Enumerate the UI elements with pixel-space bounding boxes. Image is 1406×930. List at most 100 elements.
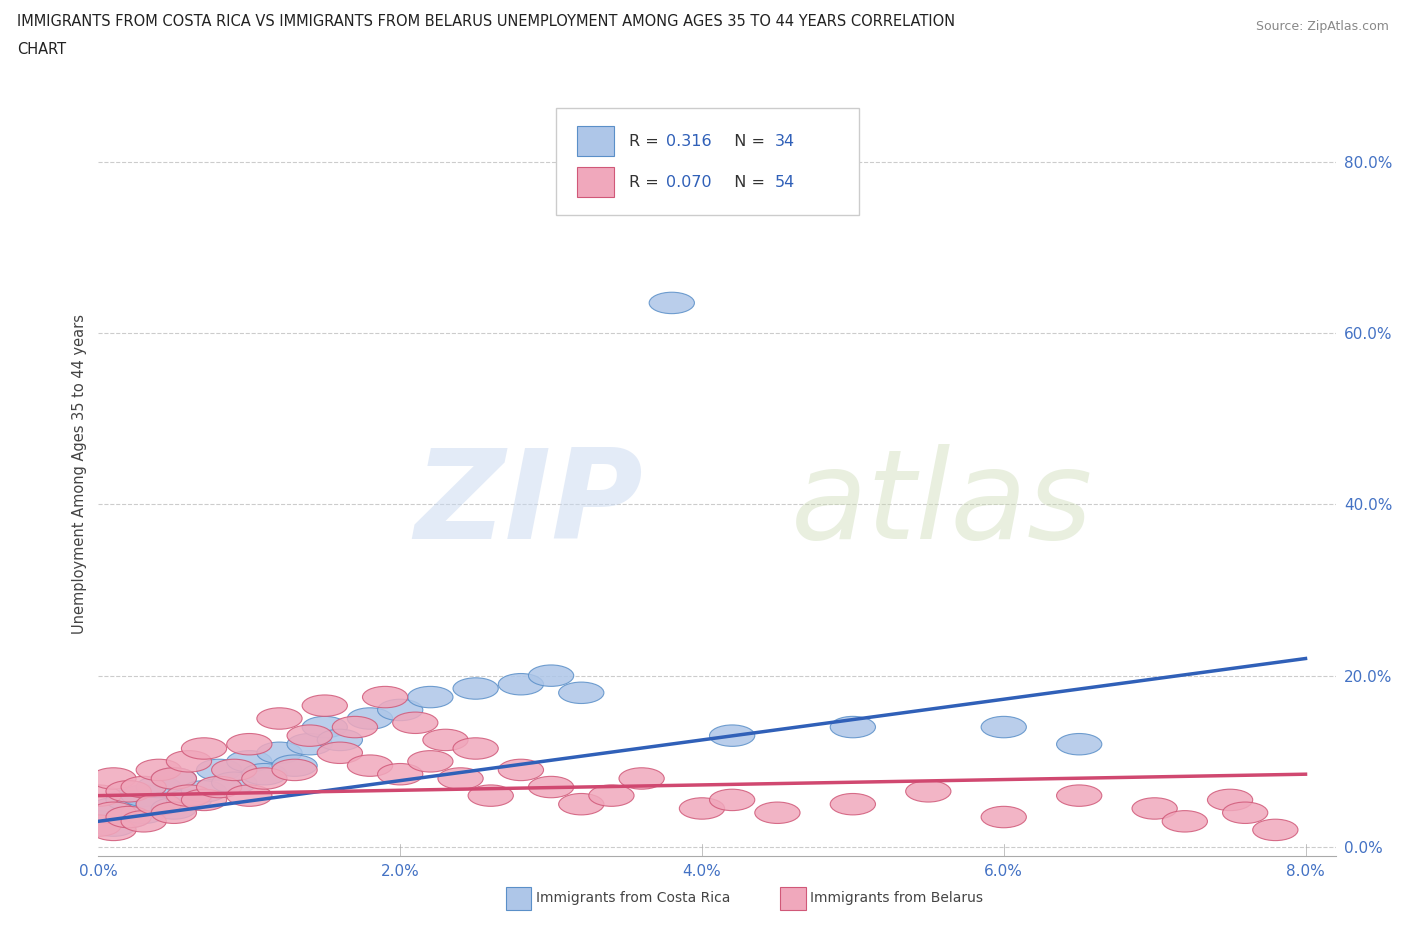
Ellipse shape bbox=[318, 729, 363, 751]
Ellipse shape bbox=[166, 751, 211, 772]
Ellipse shape bbox=[181, 790, 226, 811]
Ellipse shape bbox=[166, 790, 211, 811]
Ellipse shape bbox=[363, 686, 408, 708]
Ellipse shape bbox=[136, 777, 181, 798]
Ellipse shape bbox=[437, 768, 484, 790]
Ellipse shape bbox=[166, 785, 211, 806]
Ellipse shape bbox=[1132, 798, 1177, 819]
Ellipse shape bbox=[211, 759, 257, 780]
Ellipse shape bbox=[905, 780, 950, 802]
Ellipse shape bbox=[105, 806, 152, 828]
Ellipse shape bbox=[105, 780, 152, 802]
Ellipse shape bbox=[318, 742, 363, 764]
Ellipse shape bbox=[332, 716, 378, 737]
Text: atlas: atlas bbox=[792, 445, 1094, 565]
Ellipse shape bbox=[302, 695, 347, 716]
Text: 54: 54 bbox=[775, 175, 796, 190]
Ellipse shape bbox=[152, 802, 197, 823]
Bar bbox=[578, 167, 614, 197]
Ellipse shape bbox=[650, 292, 695, 313]
Text: Immigrants from Belarus: Immigrants from Belarus bbox=[810, 891, 983, 906]
Y-axis label: Unemployment Among Ages 35 to 44 years: Unemployment Among Ages 35 to 44 years bbox=[72, 314, 87, 634]
Ellipse shape bbox=[981, 716, 1026, 737]
Ellipse shape bbox=[271, 759, 318, 780]
Ellipse shape bbox=[558, 793, 605, 815]
Ellipse shape bbox=[453, 678, 498, 699]
Ellipse shape bbox=[1223, 802, 1268, 823]
Ellipse shape bbox=[710, 790, 755, 811]
Ellipse shape bbox=[981, 806, 1026, 828]
Ellipse shape bbox=[152, 768, 197, 790]
Ellipse shape bbox=[91, 768, 136, 790]
Ellipse shape bbox=[830, 793, 876, 815]
Ellipse shape bbox=[76, 811, 121, 832]
Ellipse shape bbox=[498, 673, 544, 695]
Ellipse shape bbox=[91, 819, 136, 841]
Ellipse shape bbox=[1163, 811, 1208, 832]
Ellipse shape bbox=[181, 737, 226, 759]
Text: R =: R = bbox=[630, 175, 664, 190]
Ellipse shape bbox=[105, 806, 152, 828]
Ellipse shape bbox=[679, 798, 724, 819]
Ellipse shape bbox=[226, 785, 271, 806]
Text: Immigrants from Costa Rica: Immigrants from Costa Rica bbox=[536, 891, 730, 906]
Ellipse shape bbox=[287, 734, 332, 755]
FancyBboxPatch shape bbox=[557, 108, 859, 215]
Ellipse shape bbox=[529, 665, 574, 686]
Ellipse shape bbox=[136, 793, 181, 815]
Ellipse shape bbox=[392, 712, 437, 734]
Ellipse shape bbox=[498, 759, 544, 780]
Ellipse shape bbox=[558, 682, 605, 703]
Text: CHART: CHART bbox=[17, 42, 66, 57]
Text: N =: N = bbox=[724, 134, 770, 149]
Ellipse shape bbox=[136, 793, 181, 815]
Ellipse shape bbox=[136, 759, 181, 780]
Ellipse shape bbox=[226, 734, 271, 755]
Ellipse shape bbox=[830, 716, 876, 737]
Text: IMMIGRANTS FROM COSTA RICA VS IMMIGRANTS FROM BELARUS UNEMPLOYMENT AMONG AGES 35: IMMIGRANTS FROM COSTA RICA VS IMMIGRANTS… bbox=[17, 14, 955, 29]
Ellipse shape bbox=[152, 798, 197, 819]
Ellipse shape bbox=[1056, 734, 1102, 755]
Ellipse shape bbox=[181, 780, 226, 802]
Text: N =: N = bbox=[724, 175, 770, 190]
Text: ZIP: ZIP bbox=[415, 445, 643, 565]
Ellipse shape bbox=[710, 724, 755, 747]
Text: Source: ZipAtlas.com: Source: ZipAtlas.com bbox=[1256, 20, 1389, 33]
Ellipse shape bbox=[619, 768, 664, 790]
Ellipse shape bbox=[226, 751, 271, 772]
Ellipse shape bbox=[76, 815, 121, 836]
Ellipse shape bbox=[121, 802, 166, 823]
Ellipse shape bbox=[121, 785, 166, 806]
Ellipse shape bbox=[211, 772, 257, 793]
Ellipse shape bbox=[589, 785, 634, 806]
Text: R =: R = bbox=[630, 134, 664, 149]
Ellipse shape bbox=[453, 737, 498, 759]
Ellipse shape bbox=[152, 768, 197, 790]
Ellipse shape bbox=[257, 742, 302, 764]
Ellipse shape bbox=[271, 755, 318, 777]
Ellipse shape bbox=[76, 785, 121, 806]
Ellipse shape bbox=[257, 708, 302, 729]
Ellipse shape bbox=[121, 811, 166, 832]
Ellipse shape bbox=[302, 716, 347, 737]
Ellipse shape bbox=[347, 708, 392, 729]
Ellipse shape bbox=[347, 755, 392, 777]
Ellipse shape bbox=[242, 768, 287, 790]
Text: 0.316: 0.316 bbox=[666, 134, 711, 149]
Ellipse shape bbox=[287, 724, 332, 747]
Text: 0.070: 0.070 bbox=[666, 175, 711, 190]
Ellipse shape bbox=[197, 777, 242, 798]
Text: 34: 34 bbox=[775, 134, 796, 149]
Ellipse shape bbox=[755, 802, 800, 823]
Ellipse shape bbox=[529, 777, 574, 798]
Ellipse shape bbox=[197, 759, 242, 780]
Ellipse shape bbox=[1253, 819, 1298, 841]
Ellipse shape bbox=[242, 764, 287, 785]
Ellipse shape bbox=[423, 729, 468, 751]
Ellipse shape bbox=[378, 764, 423, 785]
Ellipse shape bbox=[378, 699, 423, 721]
Ellipse shape bbox=[91, 798, 136, 819]
Ellipse shape bbox=[91, 815, 136, 836]
Ellipse shape bbox=[408, 686, 453, 708]
Ellipse shape bbox=[468, 785, 513, 806]
